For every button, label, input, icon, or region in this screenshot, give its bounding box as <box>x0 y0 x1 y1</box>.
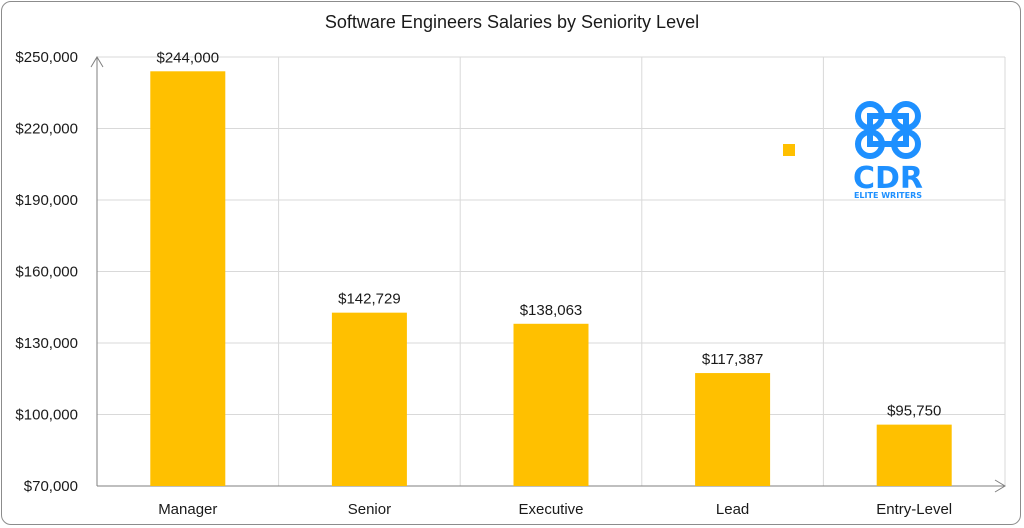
chart-title: Software Engineers Salaries by Seniority… <box>324 12 700 32</box>
logo-subtext: ELITE WRITERS <box>854 191 922 200</box>
y-tick-label: $130,000 <box>15 335 78 352</box>
data-label: $142,729 <box>338 291 401 308</box>
data-label: $138,063 <box>520 302 583 319</box>
command-key-icon <box>855 101 921 159</box>
x-tick-label: Manager <box>158 501 217 518</box>
y-tick-label: $190,000 <box>15 192 78 209</box>
y-tick-label: $70,000 <box>24 478 78 495</box>
x-tick-label: Executive <box>518 501 583 518</box>
logo-text: CDR <box>853 161 923 196</box>
data-label: $244,000 <box>157 49 220 66</box>
bar-senior <box>331 312 407 486</box>
data-label: $117,387 <box>702 351 763 368</box>
gridlines <box>97 56 1006 486</box>
bar-lead <box>695 373 771 486</box>
y-tick-label: $100,000 <box>15 407 78 424</box>
y-tick-label: $220,000 <box>15 121 78 138</box>
x-tick-label: Senior <box>348 501 391 518</box>
x-axis-arrow <box>994 479 1006 493</box>
labels: $70,000 $100,000 $130,000 $160,000 $190,000 $… <box>15 49 952 518</box>
x-tick-label: Entry-Level <box>876 501 952 518</box>
data-label: $95,750 <box>887 403 941 420</box>
bar-executive <box>513 323 589 486</box>
cdr-logo: CDR ELITE WRITERS <box>853 101 923 200</box>
bars <box>150 71 952 487</box>
x-tick-label: Lead <box>716 501 749 518</box>
y-axis-arrow <box>90 56 104 68</box>
y-tick-label: $250,000 <box>15 49 78 66</box>
bar-manager <box>150 71 226 487</box>
y-tick-label: $160,000 <box>15 264 78 281</box>
legend-marker <box>783 144 795 156</box>
bar-entry-level <box>876 424 952 486</box>
